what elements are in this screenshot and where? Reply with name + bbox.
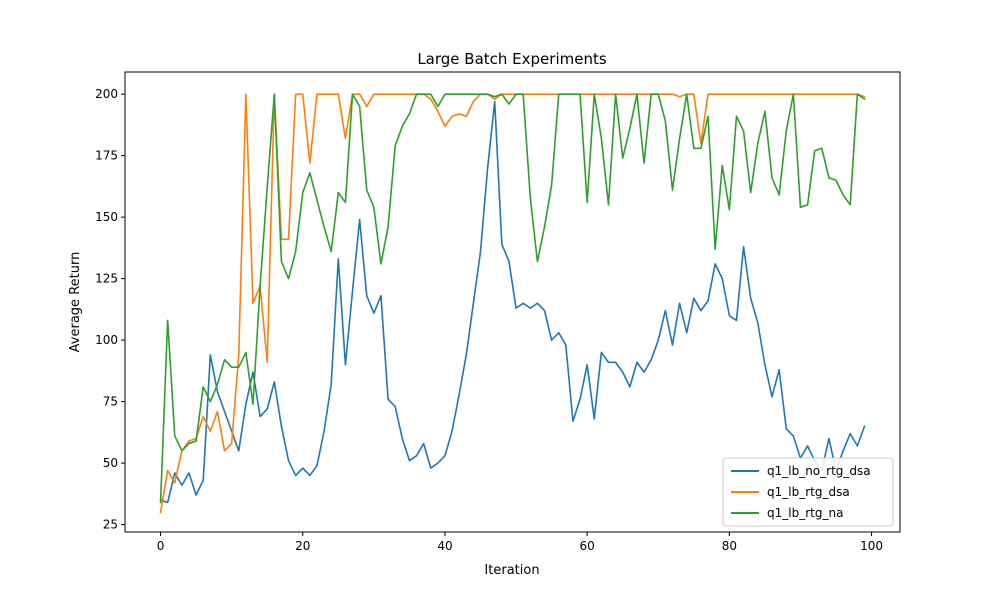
x-tick-label: 80 <box>722 539 737 553</box>
plot-area <box>124 71 901 533</box>
y-tick-label: 125 <box>95 272 118 286</box>
legend: q1_lb_no_rtg_dsa q1_lb_rtg_dsa q1_lb_rtg_n… <box>722 457 894 527</box>
legend-label: q1_lb_rtg_dsa <box>767 485 850 499</box>
series-group <box>159 93 866 514</box>
y-tick-label: 75 <box>103 395 118 409</box>
legend-box <box>722 457 894 527</box>
x-tick-label: 0 <box>157 539 165 553</box>
y-axis-label: Average Return <box>68 252 83 353</box>
chart-title: Large Batch Experiments <box>417 50 607 68</box>
y-tick-label: 175 <box>95 149 118 163</box>
x-tick-label: 100 <box>860 539 883 553</box>
y-tick-label: 150 <box>95 210 118 224</box>
y-tick-label: 200 <box>95 87 118 101</box>
legend-label: q1_lb_rtg_na <box>767 506 843 520</box>
y-tick-label: 50 <box>103 456 118 470</box>
series-line-q1_lb_no_rtg_dsa <box>159 100 866 504</box>
x-tick-label: 60 <box>580 539 595 553</box>
x-axis-label: Iteration <box>484 563 539 578</box>
x-tick-label: 20 <box>295 539 310 553</box>
series-line-q1_lb_rtg_na <box>159 93 866 504</box>
plot-frame <box>124 71 901 533</box>
y-tick-label: 100 <box>95 333 118 347</box>
x-axis-ticks: 0 20 40 60 80 100 <box>157 532 883 553</box>
y-axis-ticks: 25 50 75 100 125 150 175 200 <box>95 87 125 532</box>
x-tick-label: 40 <box>437 539 452 553</box>
legend-label: q1_lb_no_rtg_dsa <box>767 464 871 478</box>
y-tick-label: 25 <box>103 518 118 532</box>
